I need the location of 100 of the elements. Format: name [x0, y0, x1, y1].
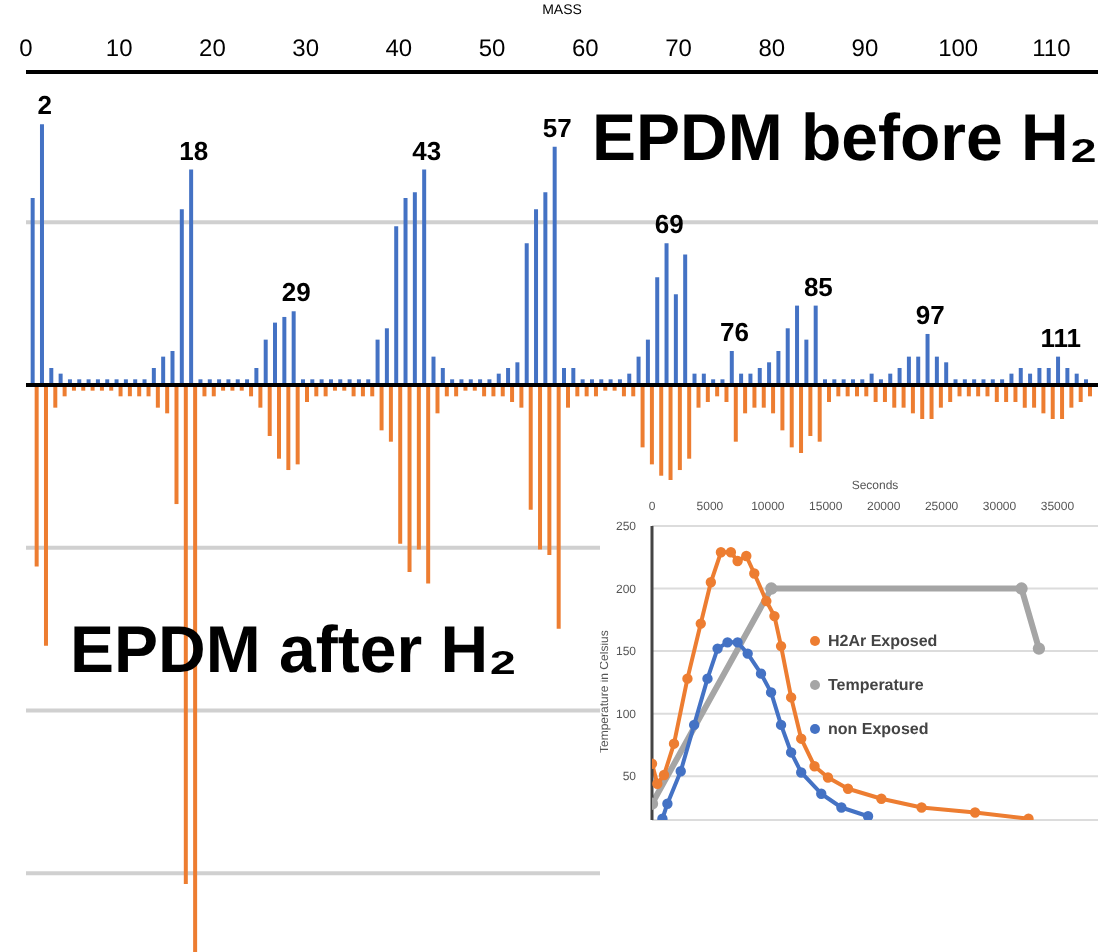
bar	[407, 384, 412, 573]
bar	[920, 384, 925, 420]
point	[769, 610, 780, 622]
bar	[640, 384, 645, 448]
point	[688, 719, 700, 731]
bar	[277, 384, 282, 459]
x-tick-label: 90	[851, 34, 879, 62]
bar	[925, 333, 930, 385]
bar	[785, 328, 790, 385]
bar	[263, 339, 268, 385]
bar	[384, 328, 389, 385]
bar	[528, 384, 533, 510]
point	[761, 595, 772, 607]
bar	[929, 384, 934, 420]
annotation: 85	[803, 271, 833, 302]
bar	[649, 384, 654, 465]
point	[705, 577, 717, 588]
point	[842, 783, 854, 794]
x-tick-label: 70	[665, 34, 693, 62]
point	[876, 793, 887, 804]
point	[715, 547, 727, 558]
bar	[776, 350, 781, 385]
bar	[934, 356, 939, 385]
point	[775, 719, 787, 731]
bar	[412, 192, 417, 385]
point	[775, 640, 787, 652]
point	[675, 766, 686, 777]
bar	[534, 209, 539, 385]
bar	[39, 124, 44, 385]
bar	[1022, 384, 1027, 408]
bar	[789, 384, 794, 448]
bar	[673, 294, 678, 385]
bar	[53, 384, 58, 408]
legend-label: H2Ar Exposed	[828, 632, 938, 650]
bar	[519, 384, 524, 408]
annotation: 76	[719, 316, 749, 347]
bar	[733, 384, 738, 442]
point	[809, 761, 820, 772]
bar	[388, 384, 393, 442]
bar	[34, 384, 39, 567]
point	[722, 637, 733, 648]
bar	[155, 384, 160, 408]
bar	[771, 384, 776, 414]
point	[796, 733, 807, 744]
bar	[901, 384, 906, 408]
bar	[636, 356, 641, 385]
bar	[267, 384, 272, 437]
bar	[422, 169, 427, 385]
bar	[431, 356, 436, 385]
bar	[566, 384, 570, 408]
bar	[892, 384, 897, 408]
bar	[295, 384, 300, 465]
bar	[938, 384, 943, 408]
bar	[375, 339, 380, 385]
bar	[813, 305, 818, 385]
bar	[556, 384, 561, 629]
bar	[165, 384, 170, 414]
x-tick-label: 110	[1032, 34, 1072, 62]
annotation: 69	[654, 209, 684, 240]
bar	[394, 226, 399, 385]
point	[658, 769, 670, 781]
bar	[179, 209, 184, 385]
point	[765, 687, 777, 698]
point	[652, 778, 663, 789]
annotation: 111	[1040, 322, 1081, 353]
bar	[668, 384, 673, 482]
bar	[398, 384, 403, 544]
annotation: 2	[37, 90, 52, 121]
bar	[515, 362, 520, 385]
point	[765, 582, 778, 595]
annotation: 43	[412, 135, 442, 166]
x-tick-label: 40	[385, 34, 413, 62]
annotation: 57	[542, 112, 572, 143]
annotation: 97	[915, 299, 945, 330]
bar	[645, 339, 650, 385]
bar	[795, 305, 800, 385]
bar	[435, 384, 440, 414]
point	[732, 555, 743, 567]
bar	[1050, 384, 1055, 420]
x-tick-label: 80	[758, 34, 786, 62]
point	[796, 767, 807, 778]
bar	[170, 350, 175, 385]
bar	[817, 384, 822, 442]
bar	[43, 384, 48, 646]
point	[695, 618, 706, 629]
bar	[743, 384, 748, 414]
point	[785, 747, 797, 758]
x-tick-label: 60	[571, 34, 600, 62]
bar	[547, 384, 552, 556]
bar	[696, 384, 701, 408]
point	[916, 802, 927, 813]
x-tick-label: 30	[292, 34, 320, 62]
x-tick-label: 10	[105, 34, 134, 62]
bar	[780, 384, 785, 431]
bar	[174, 384, 179, 505]
bar	[426, 384, 431, 584]
point	[836, 802, 847, 813]
bar	[161, 356, 166, 385]
point	[742, 648, 753, 659]
x-tick-label: 0	[19, 34, 34, 62]
